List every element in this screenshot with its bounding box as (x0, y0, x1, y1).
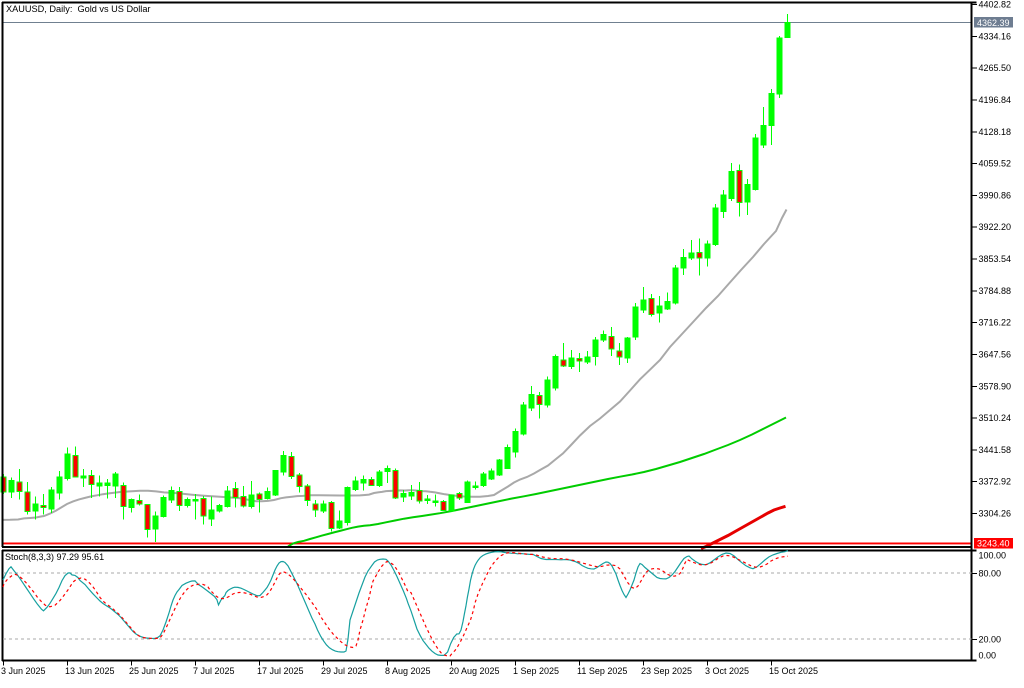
svg-text:3441.58: 3441.58 (979, 445, 1012, 455)
svg-text:17 Jul 2025: 17 Jul 2025 (257, 666, 304, 676)
svg-text:3510.24: 3510.24 (979, 413, 1012, 423)
svg-text:4362.39: 4362.39 (977, 18, 1010, 28)
svg-text:3243.40: 3243.40 (977, 539, 1010, 549)
svg-text:0.00: 0.00 (979, 651, 997, 661)
svg-text:29 Jul 2025: 29 Jul 2025 (321, 666, 368, 676)
svg-text:8 Aug 2025: 8 Aug 2025 (385, 666, 431, 676)
svg-text:3 Jun 2025: 3 Jun 2025 (1, 666, 46, 676)
svg-text:3 Oct 2025: 3 Oct 2025 (705, 666, 749, 676)
svg-text:XAUUSD, Daily: Gold vs US Dol: XAUUSD, Daily: Gold vs US Dollar (6, 4, 150, 14)
svg-text:4402.82: 4402.82 (979, 0, 1012, 10)
svg-text:11 Sep 2025: 11 Sep 2025 (577, 666, 627, 676)
svg-text:4334.16: 4334.16 (979, 31, 1012, 41)
svg-text:100.00: 100.00 (979, 551, 1007, 561)
svg-text:23 Sep 2025: 23 Sep 2025 (641, 666, 692, 676)
svg-text:3990.86: 3990.86 (979, 190, 1012, 200)
svg-text:4128.18: 4128.18 (979, 127, 1012, 137)
svg-text:20 Aug 2025: 20 Aug 2025 (449, 666, 500, 676)
svg-text:Stoch(8,3,3) 97.29 95.61: Stoch(8,3,3) 97.29 95.61 (5, 552, 104, 562)
svg-text:4196.84: 4196.84 (979, 95, 1012, 105)
svg-text:15 Oct 2025: 15 Oct 2025 (769, 666, 818, 676)
svg-text:4265.50: 4265.50 (979, 63, 1012, 73)
svg-text:3578.90: 3578.90 (979, 381, 1012, 391)
svg-text:25 Jun 2025: 25 Jun 2025 (129, 666, 179, 676)
svg-text:3372.92: 3372.92 (979, 477, 1012, 487)
svg-text:3647.56: 3647.56 (979, 350, 1012, 360)
svg-text:20.00: 20.00 (979, 635, 1002, 645)
svg-text:7 Jul 2025: 7 Jul 2025 (193, 666, 235, 676)
svg-text:3784.88: 3784.88 (979, 286, 1012, 296)
svg-text:3304.26: 3304.26 (979, 509, 1012, 519)
svg-text:1 Sep 2025: 1 Sep 2025 (513, 666, 559, 676)
svg-text:3922.20: 3922.20 (979, 222, 1012, 232)
svg-text:4059.52: 4059.52 (979, 159, 1012, 169)
svg-text:3716.22: 3716.22 (979, 318, 1012, 328)
svg-text:80.00: 80.00 (979, 569, 1002, 579)
svg-text:3853.54: 3853.54 (979, 254, 1012, 264)
svg-text:13 Jun 2025: 13 Jun 2025 (65, 666, 115, 676)
